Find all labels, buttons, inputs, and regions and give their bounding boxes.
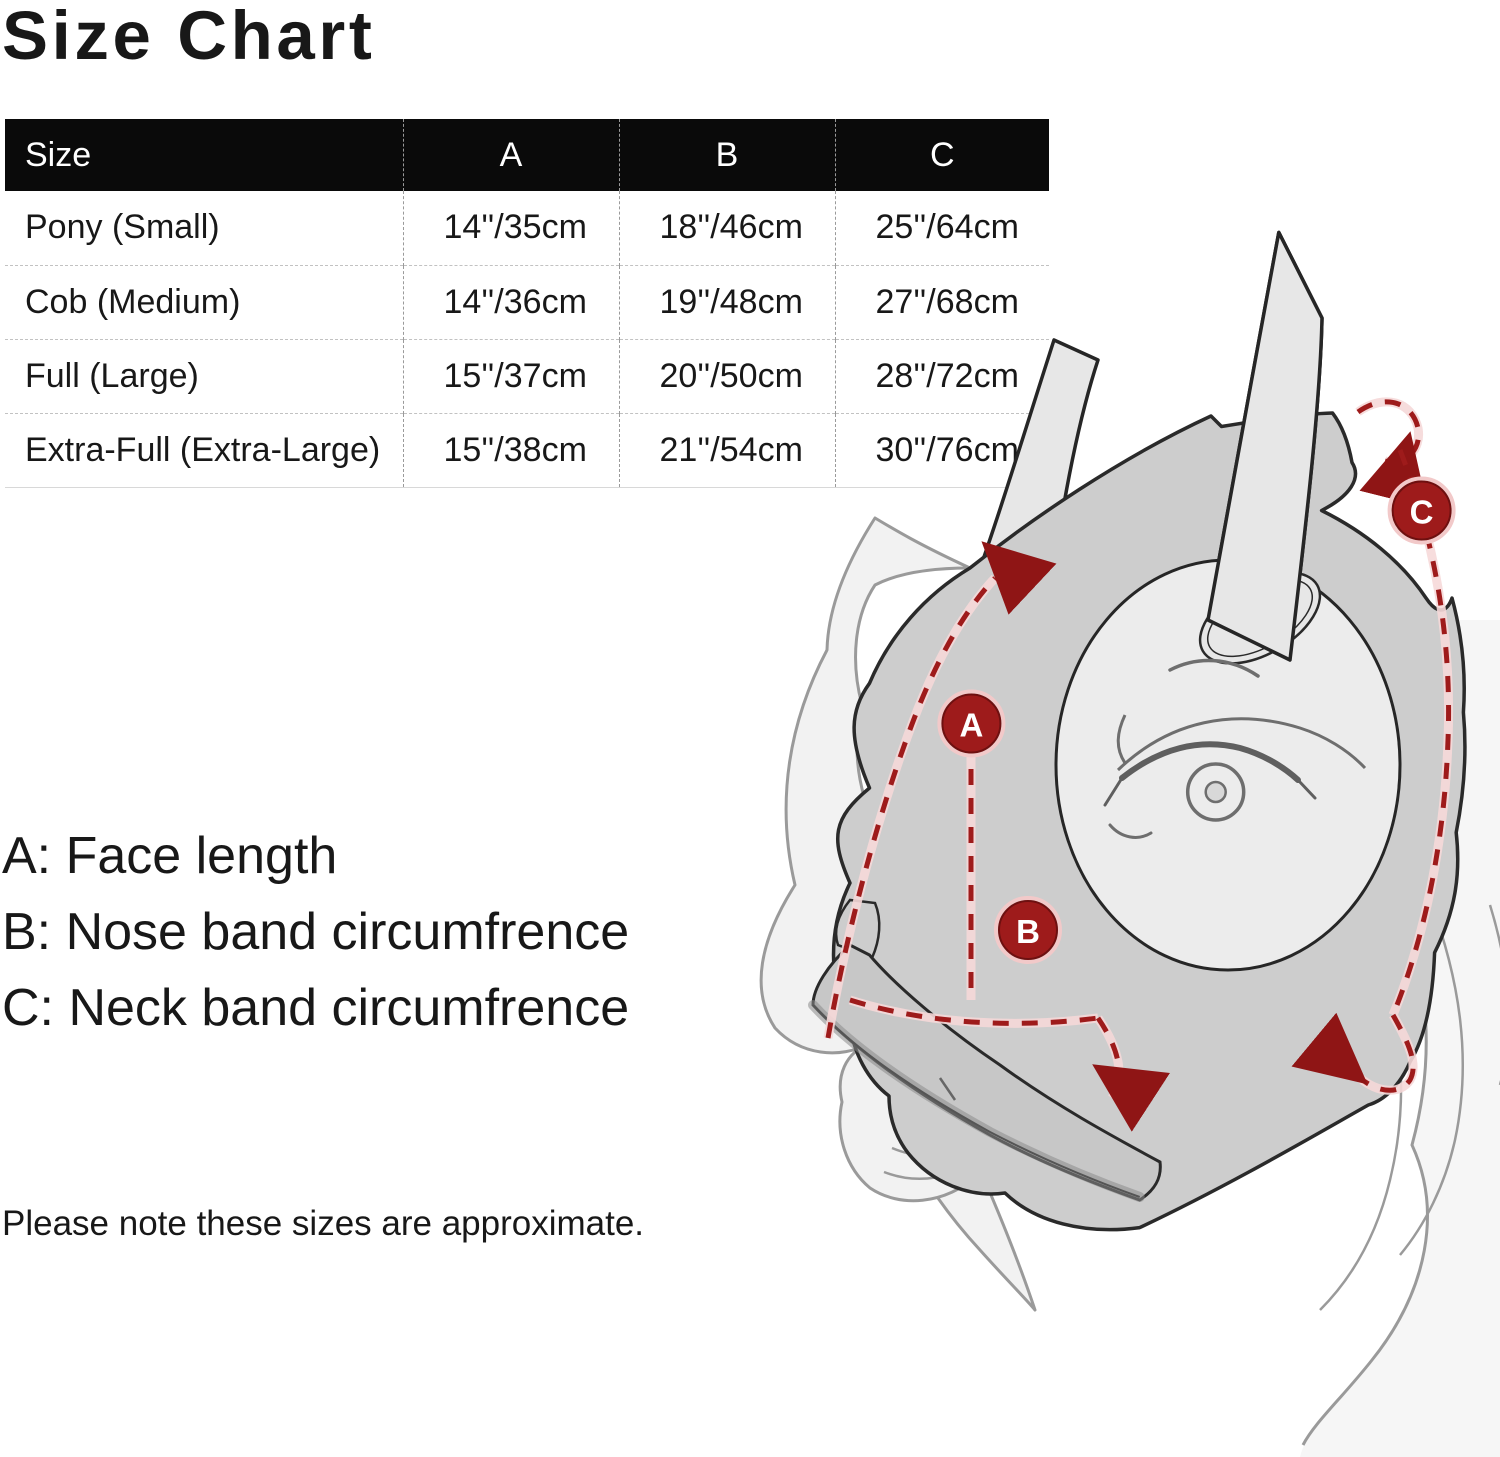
svg-text:B: B	[1016, 913, 1040, 950]
svg-text:A: A	[959, 707, 983, 744]
svg-text:C: C	[1410, 494, 1434, 531]
